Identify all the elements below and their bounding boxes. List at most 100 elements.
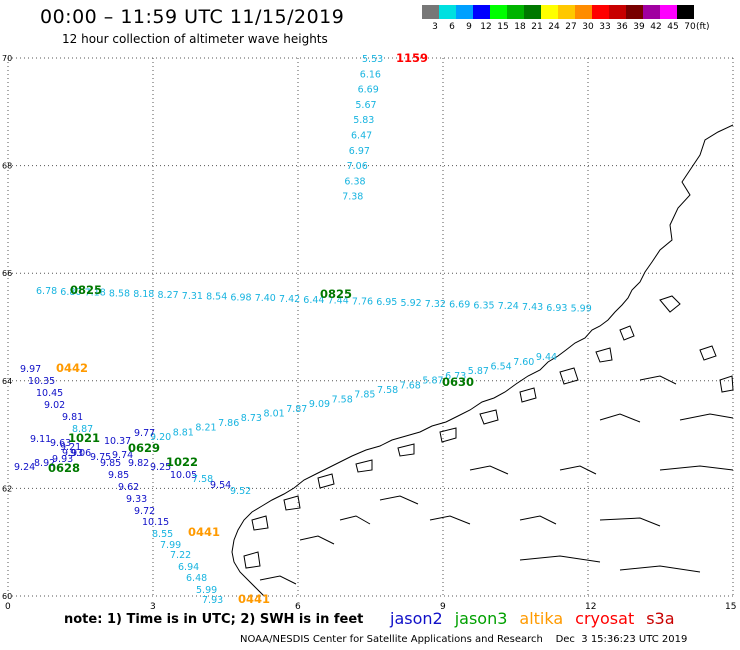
legend-label: 15 [497,22,509,32]
legend-swatch [456,5,473,19]
wave-height-label: 7.87 [286,404,307,415]
pass-time-label: 0441 [188,525,220,539]
pass-time-label: 0442 [56,361,88,375]
footnote: note: 1) Time is in UTC; 2) SWH is in fe… [64,612,364,627]
pass-time-label: 0825 [70,283,102,297]
wave-height-label: 8.73 [241,413,262,424]
wave-height-label: 9.44 [536,352,557,363]
wave-height-label: 9.52 [230,486,251,497]
coastline-segment [339,515,371,525]
wave-height-label: 7.42 [279,294,300,305]
wave-height-label: 7.93 [202,595,223,606]
wave-height-label: 5.87 [468,366,489,377]
legend-swatch [677,5,694,19]
legend-swatch [507,5,524,19]
legend-swatch [643,5,660,19]
wave-height-label: 9.63 [50,438,71,449]
lat-tick-label: 66 [2,269,12,278]
legend-label: 27 [565,22,577,32]
wave-height-label: 5.92 [401,298,422,309]
legend-label: 39 [633,22,645,32]
wave-height-label: 9.62 [118,482,139,493]
wave-height-labels: 5.53 6.16 6.69 5.67 5.83 6.47 6.97 7.06 6.38 7.38… [14,54,592,606]
wave-height-label: 10.37 [104,436,131,447]
wave-height-label: 6.93 [546,303,567,314]
wave-height-label: 6.98 [230,292,251,303]
coastline-segment [599,517,661,527]
wave-height-label: 9.77 [134,428,155,439]
wave-height-label: 9.09 [309,399,330,410]
wave-height-label: 9.54 [210,480,231,491]
coastline-segment [679,413,734,421]
wave-height-label: 8.54 [206,292,227,303]
pass-time-label: 0441 [238,592,270,606]
coastline-segment [317,473,335,489]
legend-label: 21 [531,22,543,32]
lat-tick-label: 60 [2,592,12,601]
wave-height-label: 7.86 [218,418,239,429]
wave-height-label: 9.93 [52,454,73,465]
coastline [231,124,734,597]
legend-swatch [575,5,592,19]
wave-height-label: 9.75 [90,452,111,463]
coastline-segment [439,427,457,443]
pass-time-label: 1021 [68,431,100,445]
legend-swatch [490,5,507,19]
legend-swatch [422,5,439,19]
coastline-segment [559,465,597,475]
wave-height-label: 7.22 [170,550,191,561]
wave-height-label: 10.15 [142,517,169,528]
wave-height-label: 10.35 [28,376,55,387]
wave-height-label: 7.43 [522,302,543,313]
legend-swatch [524,5,541,19]
wave-height-label: 7.85 [354,390,375,401]
wave-height-label: 9.81 [62,412,83,423]
wave-height-label: 6.73 [445,371,466,382]
coastline-segment [659,295,681,313]
coastline-segment [397,443,415,457]
satellite-legend-item: cryosat [575,609,635,628]
coastline-segment [251,515,269,531]
wave-height-label: 7.99 [160,540,181,551]
wave-height-label: 9.82 [128,458,149,469]
legend-swatch [592,5,609,19]
coastline-segment [619,325,635,341]
map-subtitle: 12 hour collection of altimeter wave hei… [62,32,328,46]
wave-height-label: 7.44 [328,296,349,307]
wave-height-label: 7.31 [182,291,203,302]
wave-height-label: 5.87 [422,376,443,387]
wave-height-label: 6.94 [178,562,199,573]
wave-height-label: 5.67 [355,100,376,111]
coastline-segment [659,465,734,471]
pass-time-label: 0630 [442,375,474,389]
wave-height-label: 7.58 [192,474,213,485]
coastline-segment [379,495,419,505]
coastline-segment [469,465,509,475]
satellite-legend-item: jason2 [390,609,443,628]
credit-line: NOAA/NESDIS Center for Satellite Applica… [240,634,688,645]
lon-tick-label: 3 [150,602,156,612]
wave-height-label: 9.20 [150,432,171,443]
wave-height-label: 5.99 [571,304,592,315]
wave-height-label: 7.60 [513,357,534,368]
legend-swatch [626,5,643,19]
wave-height-label: 9.74 [112,450,133,461]
wave-height-label: 6.48 [186,573,207,584]
lat-tick-label: 62 [2,484,12,493]
wave-height-label: 7.76 [352,296,373,307]
coastline-segment [429,515,471,525]
wave-height-label: 9.85 [108,470,129,481]
wave-height-label: 6.54 [491,362,512,373]
legend-label: 30 [582,22,594,32]
coastline-segment [299,535,335,545]
wave-height-label: 8.87 [72,424,93,435]
legend-swatch [660,5,677,19]
wave-height-label: 9.11 [30,434,51,445]
wave-height-label: 9.21 [60,442,81,453]
wave-height-label: 10.05 [170,470,197,481]
legend-label: 12 [480,22,492,32]
legend-swatches [422,5,694,19]
lon-tick-label: 15 [725,602,736,612]
wave-height-label: 7.58 [377,385,398,396]
coastline-segment [519,555,601,563]
